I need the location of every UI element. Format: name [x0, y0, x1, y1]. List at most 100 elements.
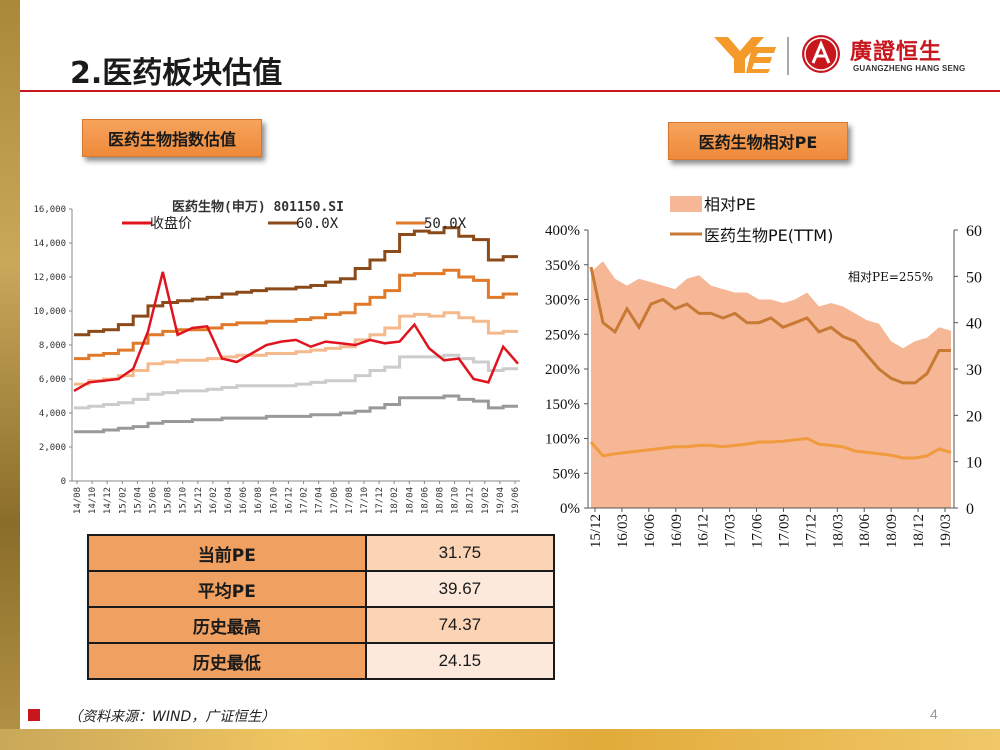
- series-line-1: [74, 226, 518, 337]
- x-tick-label: 16/10: [269, 487, 279, 514]
- x-tick-label: 18/06: [420, 487, 430, 514]
- relative-pe-low-line: [589, 436, 952, 460]
- right-y-tick-label: 0: [966, 501, 974, 518]
- x-tick-label: 17/02: [300, 487, 310, 514]
- x-tick-label: 16/06: [642, 514, 658, 549]
- x-tick-label: 18/12: [466, 487, 476, 514]
- left-y-tick-label: 150%: [545, 397, 580, 413]
- left-y-tick-label: 200%: [545, 362, 580, 378]
- x-tick-label: 16/12: [284, 487, 294, 514]
- series-line-4: [74, 353, 518, 410]
- legend-swatch-area: [670, 196, 702, 212]
- y-tick-label: 8,000: [39, 341, 66, 351]
- series-line-3: [74, 311, 518, 386]
- section-tag-relative-pe: 医药生物相对PE: [668, 122, 848, 160]
- pe-row-value: 74.37: [364, 606, 556, 644]
- page-number: 4: [930, 706, 938, 722]
- x-tick-label: 17/12: [375, 487, 385, 514]
- x-tick-label: 18/09: [884, 514, 900, 548]
- chart-title: 医药生物(申万) 801150.SI: [172, 199, 344, 215]
- chart-annotation: 相对PE=255%: [848, 270, 933, 284]
- right-y-tick-label: 60: [966, 223, 982, 240]
- pe-table-row: 平均PE 39.67: [87, 570, 556, 608]
- x-tick-label: 16/09: [669, 514, 685, 548]
- x-tick-label: 15/06: [149, 487, 159, 514]
- x-tick-label: 18/10: [451, 487, 461, 514]
- y-tick-label: 0: [61, 477, 66, 487]
- left-decor-bar: [0, 0, 20, 750]
- x-tick-label: 15/12: [194, 487, 204, 514]
- brand-seal-icon: [802, 35, 840, 73]
- x-tick-label: 19/02: [481, 487, 491, 514]
- pe-row-value: 31.75: [364, 534, 556, 572]
- x-tick-label: 16/12: [696, 514, 712, 548]
- x-tick-label: 15/10: [179, 487, 189, 514]
- x-tick-label: 15/12: [588, 514, 604, 548]
- brand-ye-logo-icon: [714, 37, 776, 73]
- right-y-tick-label: 40: [966, 316, 982, 333]
- y-tick-label: 14,000: [33, 239, 66, 249]
- legend-label: 50.0X: [424, 216, 467, 232]
- legend-label: 相对PE: [704, 195, 756, 214]
- right-y-tick-label: 50: [966, 269, 982, 286]
- pe-row-value: 24.15: [364, 642, 556, 680]
- pe-row-label: 历史最低: [87, 642, 367, 680]
- pe-row-label: 平均PE: [87, 570, 367, 608]
- x-tick-label: 14/12: [103, 487, 113, 514]
- bottom-decor-bar: [0, 729, 1000, 750]
- x-tick-label: 18/04: [405, 487, 415, 514]
- right-y-tick-label: 30: [966, 362, 982, 379]
- x-tick-label: 17/03: [723, 514, 739, 548]
- right-y-tick-label: 10: [966, 455, 982, 472]
- brand-name-en: GUANGZHENG HANG SENG: [853, 64, 966, 73]
- x-tick-label: 17/06: [330, 487, 340, 514]
- x-tick-label: 17/08: [345, 487, 355, 514]
- series-line-0: [73, 271, 519, 392]
- x-tick-label: 14/10: [88, 487, 98, 514]
- left-y-tick-label: 300%: [545, 293, 580, 309]
- left-y-tick-label: 350%: [545, 258, 580, 274]
- series-line-5: [74, 394, 518, 434]
- left-y-tick-label: 250%: [545, 327, 580, 343]
- x-tick-label: 19/03: [938, 514, 954, 548]
- title-rule: [20, 90, 1000, 92]
- series-line-2: [74, 268, 518, 361]
- pe-ttm-line: [589, 266, 951, 385]
- pe-row-label: 历史最高: [87, 606, 367, 644]
- x-tick-label: 18/08: [435, 487, 445, 514]
- relative-pe-area: [591, 261, 951, 508]
- legend-label: 60.0X: [296, 216, 339, 232]
- x-tick-label: 15/02: [118, 487, 128, 514]
- left-y-tick-label: 50%: [553, 466, 581, 482]
- right-y-tick-label: 20: [966, 408, 982, 425]
- y-tick-label: 2,000: [39, 443, 66, 453]
- y-tick-label: 16,000: [33, 205, 66, 215]
- y-tick-label: 4,000: [39, 409, 66, 419]
- x-tick-label: 19/06: [511, 487, 521, 514]
- pe-table-row: 历史最高 74.37: [87, 606, 556, 644]
- x-tick-label: 16/08: [254, 487, 264, 514]
- x-tick-label: 16/04: [224, 487, 234, 514]
- pe-row-label: 当前PE: [87, 534, 367, 572]
- index-valuation-chart: 0 2,000 4,000 6,000 8,000 10,000 12,000 14,000 1…: [33, 199, 521, 514]
- logo-separator: [787, 37, 789, 75]
- x-tick-label: 15/08: [164, 487, 174, 514]
- x-tick-label: 17/12: [803, 514, 819, 548]
- left-y-tick-label: 0%: [560, 501, 580, 517]
- x-tick-label: 17/10: [360, 487, 370, 514]
- page-title: 2.医药板块估值: [70, 56, 283, 91]
- y-tick-label: 6,000: [39, 375, 66, 385]
- source-note: （资料来源：WIND，广证恒生）: [68, 709, 276, 725]
- x-tick-label: 19/04: [496, 487, 506, 514]
- x-tick-label: 18/06: [857, 514, 873, 549]
- x-tick-label: 16/02: [209, 487, 219, 514]
- x-tick-label: 18/02: [390, 487, 400, 514]
- left-y-tick-label: 100%: [545, 432, 580, 448]
- legend-label: 医药生物PE(TTM): [704, 226, 833, 245]
- y-tick-label: 12,000: [33, 273, 66, 283]
- x-tick-label: 16/03: [615, 514, 631, 548]
- footer-marker: [28, 709, 40, 721]
- section-tag-index-valuation: 医药生物指数估值: [82, 119, 262, 157]
- x-tick-label: 17/04: [315, 487, 325, 514]
- left-y-tick-label: 400%: [545, 223, 580, 239]
